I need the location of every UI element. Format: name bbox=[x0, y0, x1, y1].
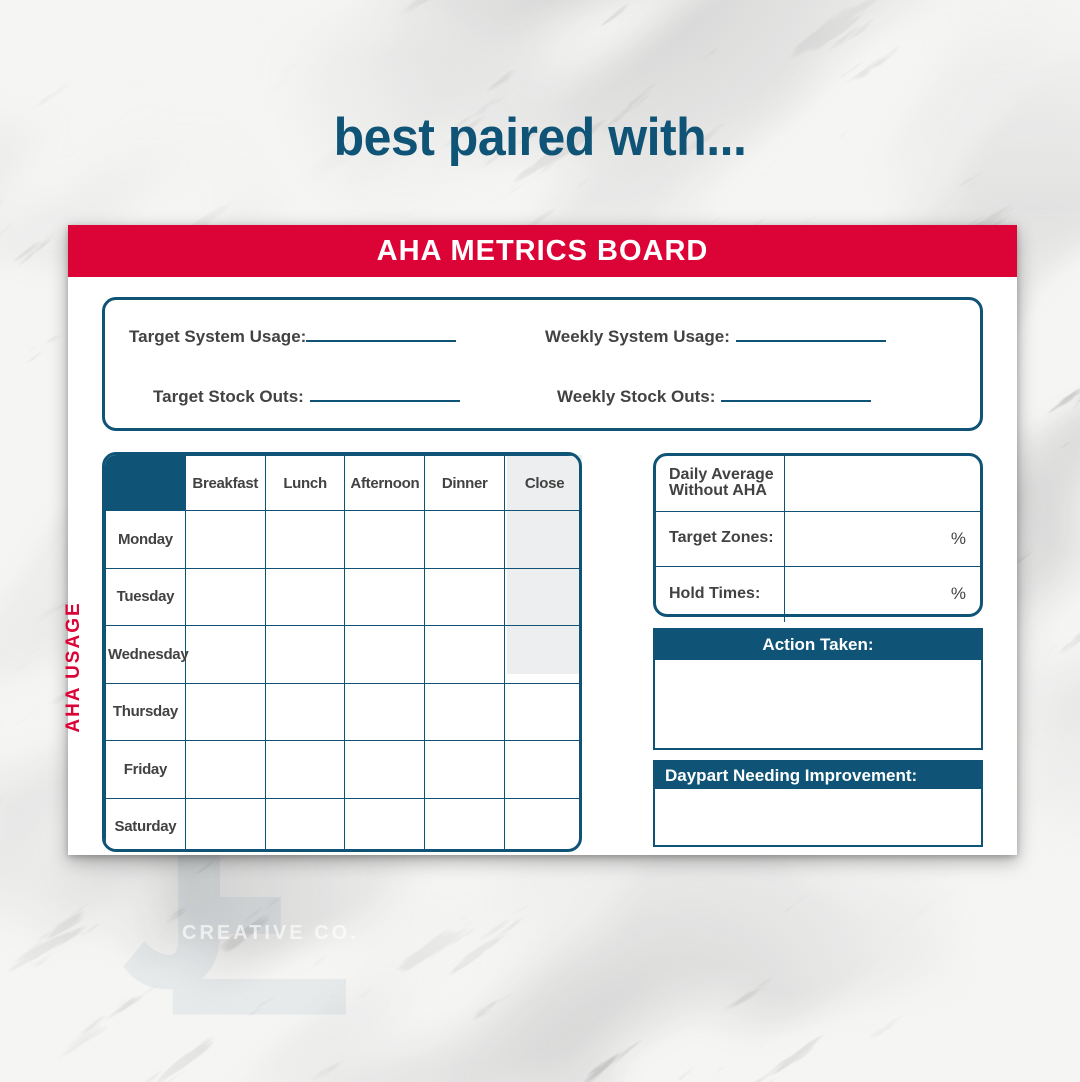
svg-text:CREATIVE CO.: CREATIVE CO. bbox=[182, 922, 359, 944]
